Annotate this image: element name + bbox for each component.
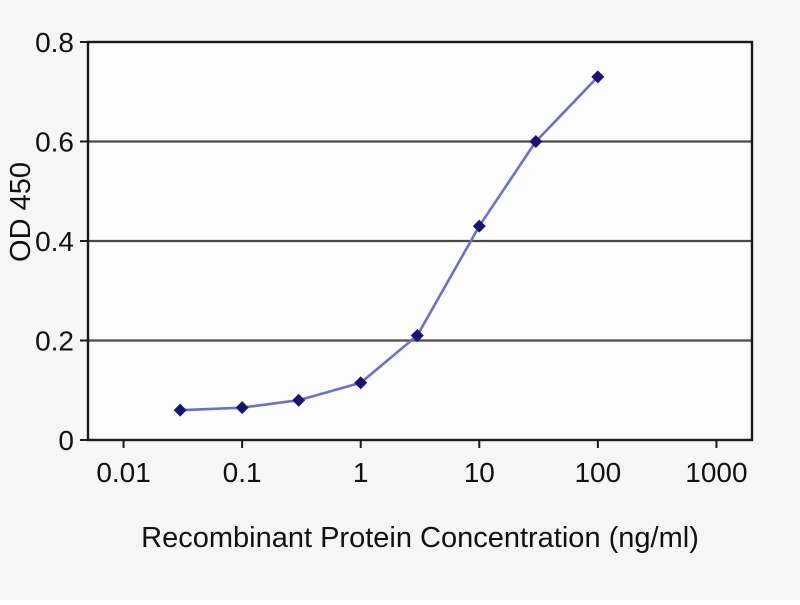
x-axis-title: Recombinant Protein Concentration (ng/ml… [141, 522, 699, 554]
y-tick-label: 0.4 [35, 226, 74, 257]
x-tick-label: 10 [464, 457, 495, 488]
data-point-marker [354, 376, 368, 390]
series-line [178, 75, 600, 412]
x-tick-label: 1 [353, 457, 369, 488]
data-point-marker [173, 403, 187, 417]
data-point-marker [529, 135, 543, 148]
gridlines-group [88, 140, 752, 342]
data-point-marker [235, 401, 249, 415]
ticks-group: 0.01 0.1 1 10 100 1000 0 0.2 0.4 0.6 0.8 [35, 27, 748, 488]
y-tick-label: 0.2 [35, 326, 74, 357]
data-point-marker [292, 393, 306, 407]
y-tick-label: 0.6 [35, 127, 74, 158]
data-point-marker [472, 219, 486, 233]
x-tick-label: 0.1 [223, 457, 262, 488]
y-tick-label: 0 [58, 425, 74, 456]
series-group [173, 70, 605, 417]
x-tick-label: 100 [574, 457, 621, 488]
y-tick-label: 0.8 [35, 27, 74, 58]
data-point-marker [410, 329, 424, 343]
data-point-marker [591, 70, 605, 84]
x-tick-label: 0.01 [96, 457, 151, 488]
y-axis-title: OD 450 [5, 162, 37, 262]
x-tick-label: 1000 [685, 457, 747, 488]
